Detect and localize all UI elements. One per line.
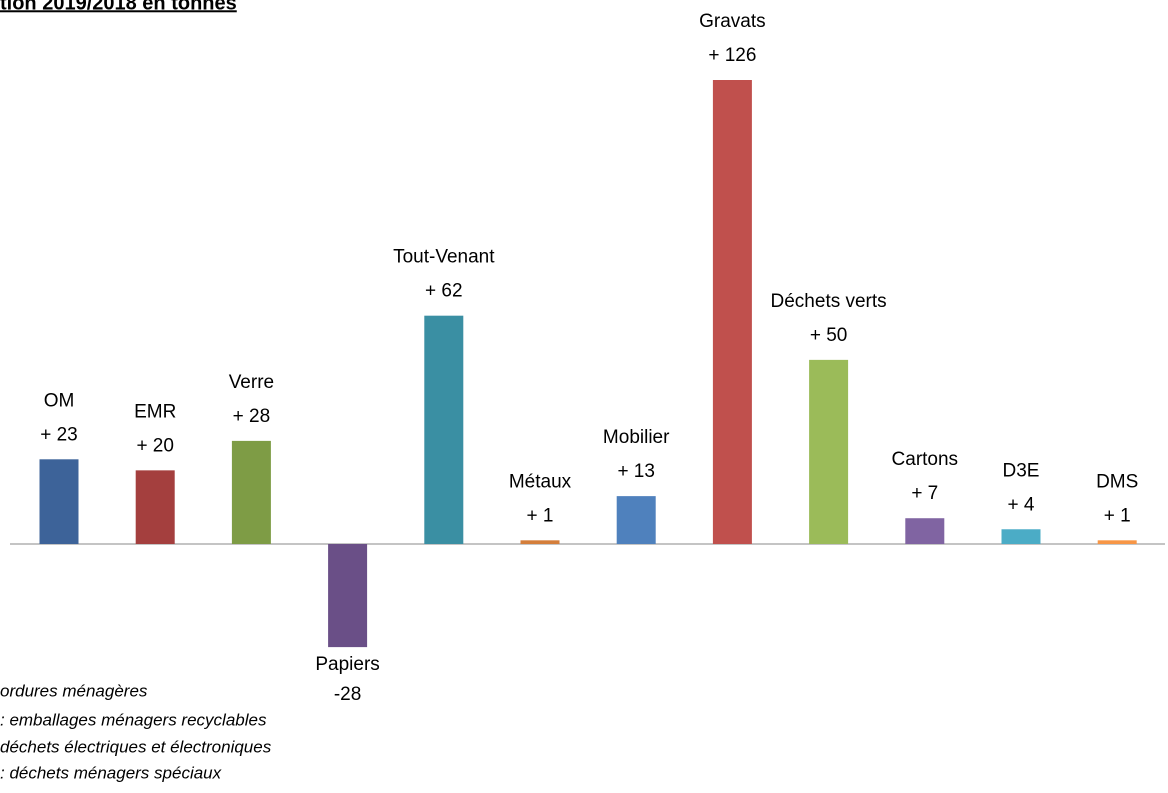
value-label: + 13: [617, 461, 655, 482]
value-label: + 62: [425, 281, 463, 302]
category-label: Papiers: [315, 654, 379, 675]
bar: [1097, 540, 1137, 544]
bar: [905, 518, 945, 544]
bar: [520, 540, 560, 544]
bar: [712, 80, 752, 544]
note: déchets électriques et électroniques: [0, 737, 272, 756]
category-label: EMR: [134, 401, 176, 422]
bar: [39, 459, 79, 544]
bar: [231, 440, 271, 544]
category-label: D3E: [1003, 460, 1040, 481]
value-label: + 20: [136, 435, 174, 456]
category-label: Déchets verts: [771, 291, 887, 312]
value-label: + 4: [1008, 494, 1035, 515]
value-label: -28: [334, 684, 361, 705]
value-label: + 50: [810, 325, 848, 346]
bar: [616, 496, 656, 544]
value-label: + 126: [708, 45, 756, 66]
bar: [135, 470, 175, 544]
category-label: Tout-Venant: [393, 247, 495, 268]
category-label: Gravats: [699, 11, 766, 32]
category-label: Mobilier: [603, 427, 670, 448]
category-label: Métaux: [509, 471, 572, 492]
note: : emballages ménagers recyclables: [0, 710, 267, 729]
value-label: + 23: [40, 424, 78, 445]
bar: [328, 544, 368, 648]
value-label: + 28: [233, 406, 271, 427]
category-label: DMS: [1096, 471, 1138, 492]
value-label: + 1: [1104, 505, 1131, 526]
chart-title: tion 2019/2018 en tonnes: [0, 0, 237, 14]
value-label: + 1: [527, 505, 554, 526]
bar: [424, 315, 464, 544]
bar: [1001, 529, 1041, 544]
category-label: OM: [44, 390, 75, 411]
category-label: Verre: [229, 372, 274, 393]
note: : déchets ménagers spéciaux: [0, 763, 222, 782]
category-label: Cartons: [892, 449, 959, 470]
bar: [809, 359, 849, 544]
note: ordures ménagères: [0, 681, 148, 700]
value-label: + 7: [911, 483, 938, 504]
